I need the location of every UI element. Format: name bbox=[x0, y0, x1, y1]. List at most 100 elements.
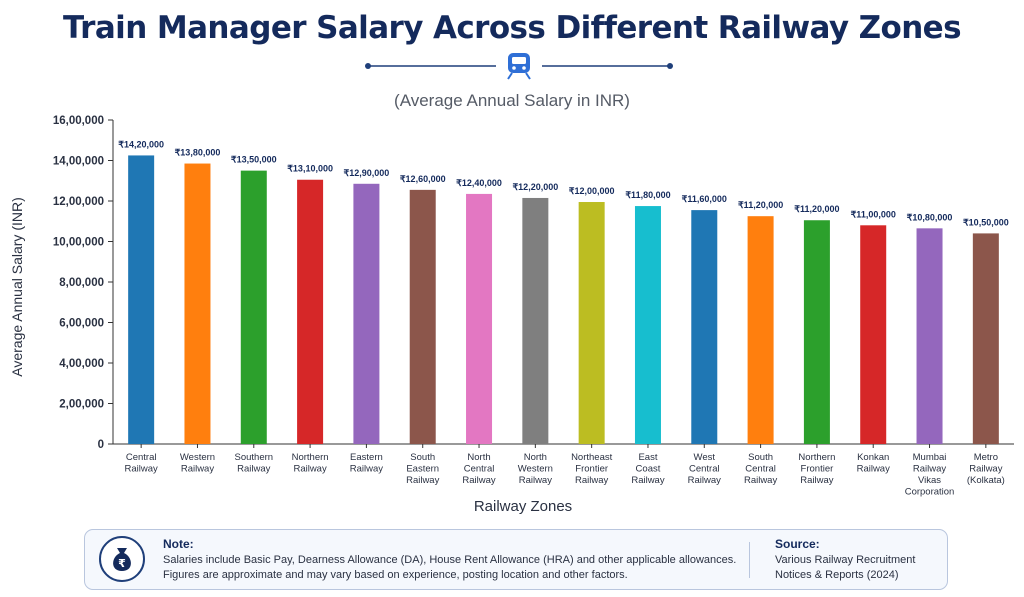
x-tick-label: Southern Railway bbox=[235, 452, 274, 475]
data-label: ₹10,80,000 bbox=[907, 212, 953, 222]
x-tick-label-line: Central bbox=[745, 464, 776, 475]
x-tick-label-line: Coast bbox=[636, 464, 661, 475]
chart-title: Train Manager Salary Across Different Ra… bbox=[63, 10, 962, 46]
x-tick-label: North Western Railway bbox=[518, 452, 553, 486]
bar bbox=[916, 228, 943, 444]
bar bbox=[747, 216, 774, 444]
data-label: ₹11,80,000 bbox=[625, 190, 670, 200]
y-tick-label: 0 bbox=[98, 439, 104, 451]
y-axis: 0 2,00,000 4,00,000 6,00,000 8,00,000 10,00,0… bbox=[53, 115, 114, 451]
rupee-symbol: ₹ bbox=[118, 557, 126, 570]
x-tick-label-line: Central bbox=[126, 452, 157, 463]
x-tick-label: Konkan Railway bbox=[857, 452, 891, 475]
bar bbox=[466, 193, 493, 444]
x-tick-label-line: Frontier bbox=[575, 464, 608, 475]
data-label: ₹12,20,000 bbox=[512, 182, 558, 192]
bar bbox=[128, 155, 155, 444]
x-tick-label-line: Northeast bbox=[571, 452, 613, 463]
x-tick-label-line: Railway bbox=[575, 475, 609, 486]
x-tick-label-line: Railway bbox=[519, 475, 553, 486]
x-tick-label-line: Railway bbox=[293, 464, 327, 475]
x-tick-label-line: Eastern bbox=[406, 464, 439, 475]
data-label: ₹13,10,000 bbox=[287, 164, 333, 174]
train-icon bbox=[507, 53, 531, 80]
source-line: Various Railway Recruitment bbox=[775, 554, 916, 566]
chart-subtitle: (Average Annual Salary in INR) bbox=[394, 91, 630, 110]
x-tick-label: North Central Railway bbox=[462, 452, 496, 486]
money-bag-icon: ₹ bbox=[99, 536, 145, 582]
data-label: ₹12,40,000 bbox=[456, 178, 502, 188]
data-labels: ₹14,20,000 ₹13,80,000 ₹13,50,000 ₹13,10,000… bbox=[118, 139, 1008, 227]
x-tick-label: Northeast Frontier Railway bbox=[571, 452, 613, 486]
x-tick-label-line: Railway bbox=[462, 475, 496, 486]
x-tick-label-line: Northern bbox=[292, 452, 329, 463]
note-divider bbox=[749, 542, 750, 578]
y-tick-label: 8,00,000 bbox=[59, 277, 104, 289]
x-tick-label-line: Railway bbox=[237, 464, 271, 475]
x-tick-label: Northern Frontier Railway bbox=[798, 452, 835, 486]
bar bbox=[860, 225, 887, 444]
data-label: ₹11,20,000 bbox=[738, 200, 783, 210]
data-label: ₹13,50,000 bbox=[231, 155, 277, 165]
bar bbox=[297, 179, 324, 445]
bar bbox=[691, 210, 718, 444]
x-tick-label-line: Railway bbox=[744, 475, 778, 486]
x-tick-label-line: Western bbox=[180, 452, 215, 463]
x-tick-label-line: Corporation bbox=[905, 487, 955, 498]
data-label: ₹11,00,000 bbox=[851, 209, 896, 219]
x-tick-label-line: Metro bbox=[974, 452, 998, 463]
x-tick-label-line: Mumbai bbox=[913, 452, 947, 463]
x-tick-label: Mumbai Railway Vikas Corporation bbox=[905, 452, 955, 498]
x-tick-label: Northern Railway bbox=[292, 452, 329, 475]
bar bbox=[409, 189, 436, 444]
x-tick-label-line: Railway bbox=[688, 475, 722, 486]
bar bbox=[353, 183, 380, 444]
x-tick-label: East Coast Railway bbox=[631, 452, 665, 486]
y-tick-label: 2,00,000 bbox=[59, 399, 104, 411]
x-tick-label: Metro Railway (Kolkata) bbox=[967, 452, 1005, 486]
x-tick-label-line: Western bbox=[518, 464, 553, 475]
y-tick-label: 10,00,000 bbox=[53, 237, 104, 249]
x-tick-label-line: Railway bbox=[857, 464, 891, 475]
x-tick-label-line: South bbox=[410, 452, 435, 463]
y-tick-label: 16,00,000 bbox=[53, 115, 104, 127]
bar bbox=[522, 197, 549, 444]
bar bbox=[184, 163, 211, 444]
x-tick-label-line: Railway bbox=[125, 464, 159, 475]
x-tick-label-line: Southern bbox=[235, 452, 274, 463]
x-tick-label-line: Frontier bbox=[801, 464, 834, 475]
data-label: ₹14,20,000 bbox=[118, 139, 164, 149]
y-tick-label: 4,00,000 bbox=[59, 358, 104, 370]
note-panel: ₹ Note: Salaries include Basic Pay, Dear… bbox=[84, 529, 948, 590]
x-axis-label: Railway Zones bbox=[474, 498, 572, 515]
x-tick-label-line: Vikas bbox=[918, 475, 941, 486]
data-label: ₹11,60,000 bbox=[682, 194, 727, 204]
title-divider bbox=[365, 53, 673, 80]
y-axis-label: Average Annual Salary (INR) bbox=[9, 197, 25, 377]
y-tick-label: 6,00,000 bbox=[59, 318, 104, 330]
x-tick-label-line: Northern bbox=[798, 452, 835, 463]
source-title: Source: bbox=[775, 537, 820, 551]
y-tick-label: 14,00,000 bbox=[53, 156, 104, 168]
data-label: ₹10,50,000 bbox=[963, 217, 1009, 227]
data-label: ₹12,00,000 bbox=[569, 186, 615, 196]
x-tick-label-line: South bbox=[748, 452, 773, 463]
x-tick-label-line: Railway bbox=[350, 464, 384, 475]
x-tick-label-line: Railway bbox=[181, 464, 215, 475]
data-label: ₹12,60,000 bbox=[400, 174, 446, 184]
x-tick-label-line: East bbox=[638, 452, 657, 463]
x-tick-label-line: Eastern bbox=[350, 452, 383, 463]
x-tick-label: Eastern Railway bbox=[350, 452, 384, 475]
x-tick-label: Central Railway bbox=[125, 452, 159, 475]
data-label: ₹13,80,000 bbox=[175, 148, 221, 158]
x-tick-label-line: Railway bbox=[913, 464, 947, 475]
x-tick-label-line: North bbox=[524, 452, 547, 463]
x-tick-label-line: Railway bbox=[969, 464, 1003, 475]
bar bbox=[803, 220, 830, 444]
x-tick-label: South Eastern Railway bbox=[406, 452, 440, 486]
x-tick-label-line: (Kolkata) bbox=[967, 475, 1005, 486]
bar bbox=[634, 206, 661, 444]
x-tick-label-line: Konkan bbox=[857, 452, 889, 463]
x-tick-label-line: Railway bbox=[800, 475, 834, 486]
x-tick-label-line: Central bbox=[689, 464, 720, 475]
